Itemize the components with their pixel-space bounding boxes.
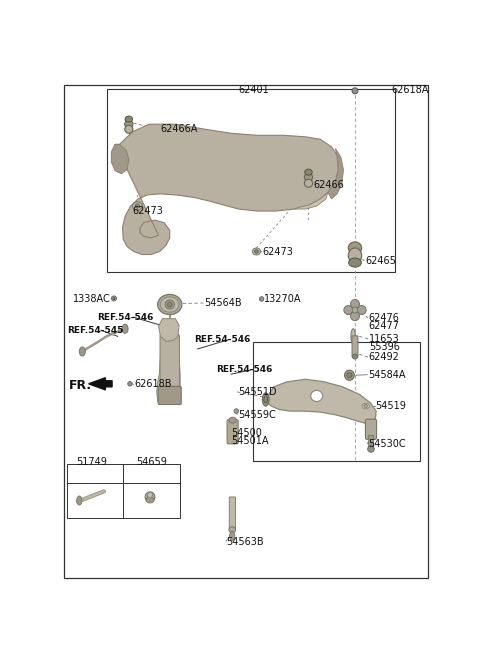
- Ellipse shape: [350, 312, 360, 321]
- Ellipse shape: [305, 169, 312, 175]
- Ellipse shape: [348, 258, 361, 267]
- Ellipse shape: [362, 403, 370, 409]
- Ellipse shape: [122, 324, 128, 333]
- Ellipse shape: [364, 405, 368, 407]
- Ellipse shape: [304, 179, 312, 188]
- Ellipse shape: [352, 88, 358, 94]
- Polygon shape: [158, 319, 179, 341]
- Text: 51749: 51749: [76, 457, 107, 467]
- Ellipse shape: [352, 307, 358, 313]
- Ellipse shape: [229, 527, 236, 533]
- Ellipse shape: [368, 445, 374, 452]
- FancyBboxPatch shape: [158, 386, 181, 405]
- FancyBboxPatch shape: [365, 419, 377, 440]
- Text: 62618B: 62618B: [134, 379, 172, 389]
- FancyBboxPatch shape: [352, 336, 358, 357]
- Bar: [107, 89, 395, 272]
- Ellipse shape: [77, 496, 82, 505]
- Ellipse shape: [352, 340, 358, 345]
- Bar: [253, 342, 420, 461]
- Ellipse shape: [135, 204, 140, 208]
- Text: 54519: 54519: [375, 401, 407, 411]
- Polygon shape: [89, 378, 112, 390]
- Text: REF.54-545: REF.54-545: [67, 326, 124, 335]
- Text: 54564B: 54564B: [204, 298, 242, 308]
- Ellipse shape: [348, 248, 362, 263]
- Ellipse shape: [264, 396, 267, 403]
- Ellipse shape: [128, 382, 132, 386]
- FancyBboxPatch shape: [229, 497, 236, 529]
- Text: 62401: 62401: [238, 85, 269, 95]
- Text: 54500: 54500: [231, 428, 263, 438]
- Ellipse shape: [125, 120, 133, 128]
- Ellipse shape: [147, 493, 153, 497]
- Text: 62473: 62473: [263, 247, 294, 258]
- Text: 11653: 11653: [369, 334, 399, 344]
- Ellipse shape: [254, 250, 258, 253]
- Text: 62466A: 62466A: [160, 124, 198, 134]
- FancyBboxPatch shape: [160, 335, 180, 394]
- Ellipse shape: [229, 531, 235, 541]
- Text: 54563B: 54563B: [227, 537, 264, 547]
- Ellipse shape: [160, 297, 179, 312]
- Text: 1338AC: 1338AC: [73, 295, 111, 304]
- Ellipse shape: [146, 497, 154, 503]
- Text: 62465: 62465: [365, 256, 396, 266]
- Ellipse shape: [252, 248, 261, 255]
- Text: 54659: 54659: [136, 457, 167, 467]
- Ellipse shape: [350, 299, 360, 308]
- Text: 54501A: 54501A: [231, 436, 269, 446]
- Polygon shape: [328, 148, 344, 199]
- Ellipse shape: [263, 393, 269, 406]
- Text: 54530C: 54530C: [368, 439, 406, 449]
- Polygon shape: [111, 144, 129, 174]
- Ellipse shape: [165, 300, 174, 309]
- Ellipse shape: [79, 347, 85, 356]
- Text: REF.54-546: REF.54-546: [194, 335, 250, 344]
- Polygon shape: [266, 379, 376, 423]
- Text: 55396: 55396: [369, 342, 400, 352]
- Ellipse shape: [347, 373, 352, 378]
- Bar: [67, 464, 180, 518]
- Text: 62477: 62477: [369, 321, 400, 331]
- Text: 62466: 62466: [313, 180, 344, 190]
- Text: 62473: 62473: [132, 206, 163, 216]
- Ellipse shape: [168, 302, 172, 307]
- Text: 62476: 62476: [369, 313, 400, 323]
- FancyBboxPatch shape: [368, 436, 373, 449]
- Ellipse shape: [132, 202, 142, 210]
- Text: 62618A: 62618A: [391, 85, 429, 95]
- Ellipse shape: [125, 125, 133, 133]
- Ellipse shape: [352, 354, 358, 359]
- Ellipse shape: [345, 370, 354, 380]
- Ellipse shape: [234, 409, 239, 413]
- Ellipse shape: [145, 492, 155, 502]
- Text: 54551D: 54551D: [238, 387, 276, 397]
- Ellipse shape: [229, 417, 236, 423]
- Text: REF.54-546: REF.54-546: [216, 365, 273, 374]
- Ellipse shape: [113, 297, 115, 300]
- Text: REF.54-546: REF.54-546: [97, 313, 154, 321]
- Ellipse shape: [157, 295, 182, 315]
- Ellipse shape: [351, 329, 355, 344]
- Text: 13270A: 13270A: [264, 295, 301, 304]
- Text: 62492: 62492: [369, 352, 400, 362]
- Text: 54584A: 54584A: [368, 370, 406, 380]
- Ellipse shape: [304, 173, 312, 181]
- Ellipse shape: [125, 116, 132, 122]
- Text: 54559C: 54559C: [238, 409, 276, 420]
- Polygon shape: [294, 192, 328, 209]
- Ellipse shape: [348, 242, 362, 254]
- Text: FR.: FR.: [69, 379, 93, 392]
- Ellipse shape: [259, 297, 264, 301]
- Ellipse shape: [357, 306, 366, 315]
- FancyBboxPatch shape: [227, 420, 238, 444]
- Ellipse shape: [111, 296, 117, 301]
- Ellipse shape: [311, 390, 323, 401]
- Ellipse shape: [344, 306, 353, 315]
- Polygon shape: [156, 337, 180, 403]
- Polygon shape: [115, 124, 338, 255]
